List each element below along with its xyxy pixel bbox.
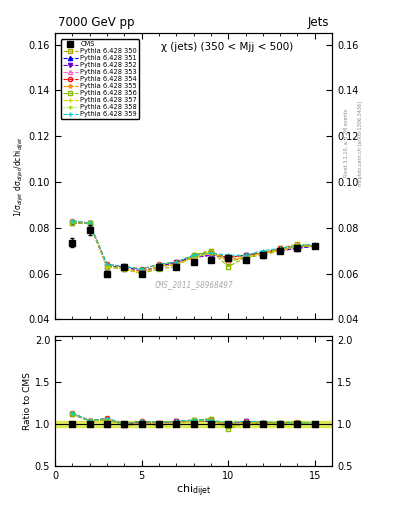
Legend: CMS, Pythia 6.428 350, Pythia 6.428 351, Pythia 6.428 352, Pythia 6.428 353, Pyt: CMS, Pythia 6.428 350, Pythia 6.428 351,… bbox=[61, 39, 139, 119]
Text: 7000 GeV pp: 7000 GeV pp bbox=[58, 16, 134, 29]
Text: mcplots.cern.ch [arXiv:1306.3436]: mcplots.cern.ch [arXiv:1306.3436] bbox=[358, 101, 363, 186]
Y-axis label: 1/σ$_{dijet}$ dσ$_{dijet}$/dchi$_{dijet}$: 1/σ$_{dijet}$ dσ$_{dijet}$/dchi$_{dijet}… bbox=[13, 136, 26, 217]
Text: Jets: Jets bbox=[308, 16, 329, 29]
X-axis label: chi$_{\mathrm{dijet}}$: chi$_{\mathrm{dijet}}$ bbox=[176, 482, 211, 499]
Text: Rivet 3.1.10, ≥ 3.2M events: Rivet 3.1.10, ≥ 3.2M events bbox=[344, 109, 349, 178]
Text: CMS_2011_S8968497: CMS_2011_S8968497 bbox=[154, 281, 233, 289]
Bar bbox=[55, 421, 332, 426]
Text: χ (jets) (350 < Mjj < 500): χ (jets) (350 < Mjj < 500) bbox=[161, 42, 293, 52]
Y-axis label: Ratio to CMS: Ratio to CMS bbox=[23, 372, 32, 430]
